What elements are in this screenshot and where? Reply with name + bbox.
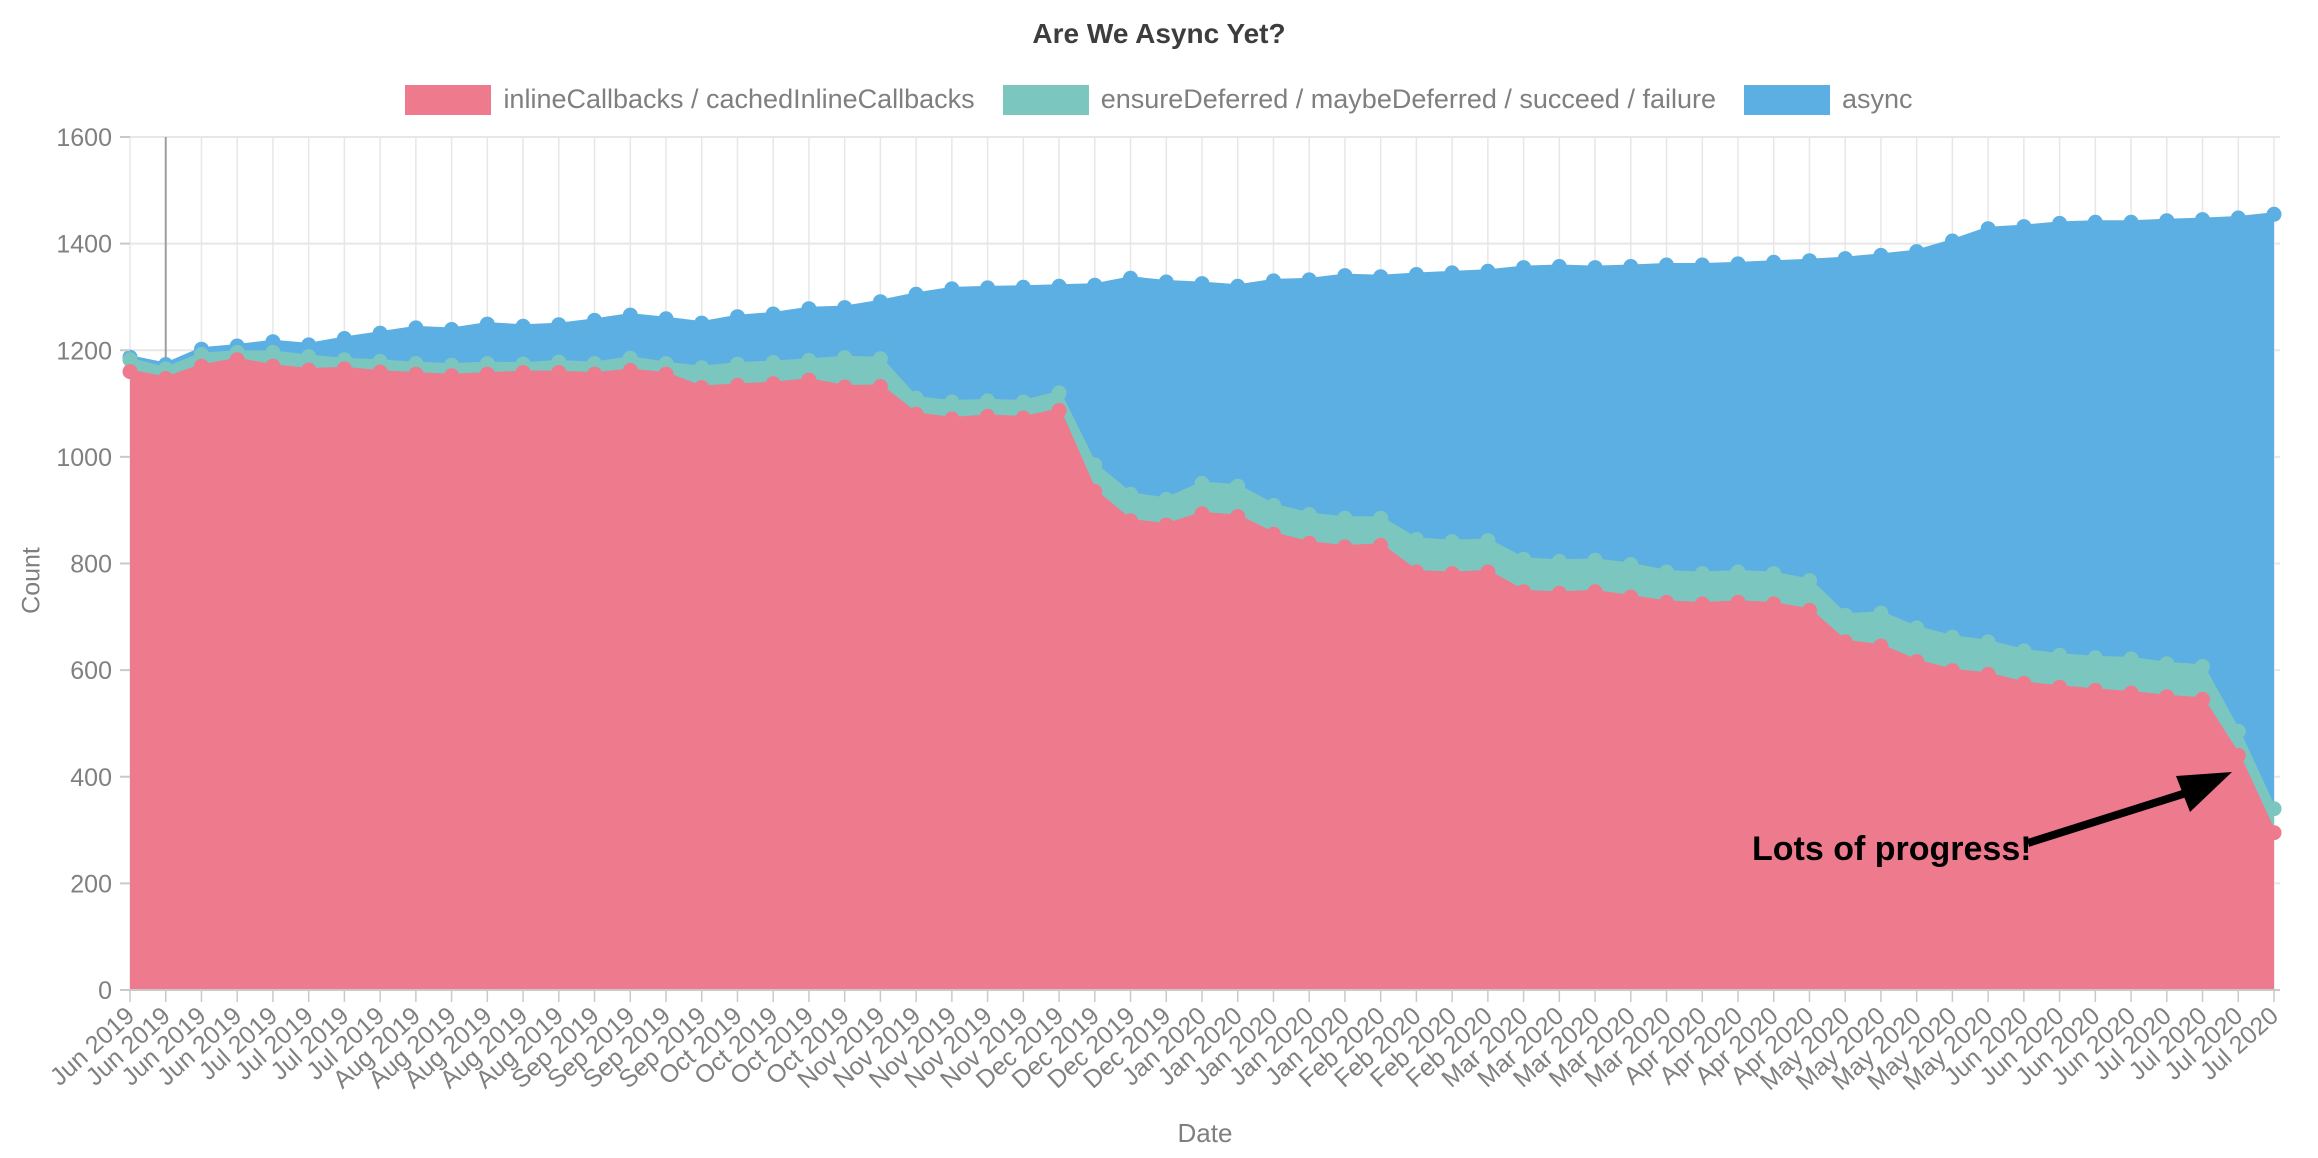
svg-text:800: 800	[70, 551, 112, 579]
svg-text:1400: 1400	[56, 231, 112, 259]
svg-text:1000: 1000	[56, 444, 112, 472]
legend-swatch-blue	[1744, 84, 1830, 115]
svg-text:1600: 1600	[56, 124, 112, 152]
x-axis-title: Date	[1177, 1118, 1233, 1148]
legend-item-2[interactable]: ensureDeferred / maybeDeferred / succeed…	[1002, 84, 1716, 115]
chart-title: Are We Async Yet?	[1032, 18, 1286, 49]
annotation-text: Lots of progress!	[1752, 830, 2032, 868]
legend-swatch-pink	[405, 84, 492, 115]
legend-item-1[interactable]: inlineCallbacks / cachedInlineCallbacks	[405, 84, 975, 115]
legend: inlineCallbacks / cachedInlineCallbacks e…	[0, 84, 2318, 115]
legend-label: ensureDeferred / maybeDeferred / succeed…	[1100, 84, 1716, 114]
legend-swatch-teal	[1002, 84, 1089, 115]
svg-text:200: 200	[70, 870, 112, 898]
legend-label: async	[1842, 84, 1913, 114]
svg-text:600: 600	[70, 657, 112, 685]
svg-text:1200: 1200	[56, 337, 112, 365]
legend-item-3[interactable]: async	[1744, 84, 1913, 115]
svg-text:0: 0	[98, 977, 112, 1005]
y-axis-title: Count	[17, 547, 46, 614]
legend-label: inlineCallbacks / cachedInlineCallbacks	[503, 84, 975, 114]
svg-text:400: 400	[70, 764, 112, 792]
